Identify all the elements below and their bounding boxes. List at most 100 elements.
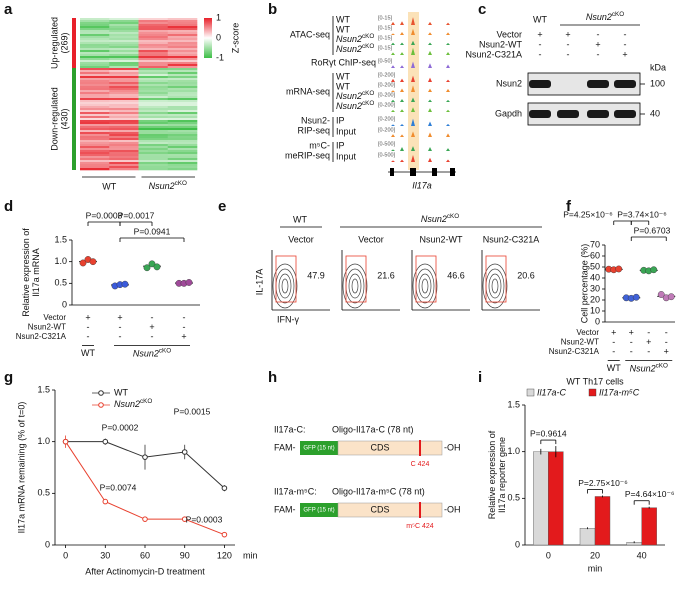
heatmap-cell — [167, 36, 198, 39]
group-label: WT — [607, 363, 621, 373]
heatmap-cell — [138, 102, 169, 105]
condition-label: Nsun2-C321A — [549, 347, 600, 356]
y-tick-label: 0 — [62, 299, 67, 309]
point — [181, 516, 188, 522]
heatmap-cell — [109, 128, 139, 131]
heatmap-cell — [80, 136, 110, 139]
heatmap-cell — [167, 54, 198, 57]
heatmap-cell — [109, 56, 139, 59]
heatmap-cell — [109, 26, 139, 29]
heatmap-cell — [167, 76, 198, 79]
track-group-label-part: m⁵C- — [309, 141, 330, 151]
heatmap-cell — [167, 30, 198, 33]
heatmap-cell — [80, 70, 110, 73]
track-range: [0-200] — [378, 102, 396, 108]
track-range: [0-500] — [378, 141, 396, 147]
heatmap-cell — [80, 44, 110, 47]
heatmap-cell — [138, 136, 169, 139]
heatmap-cell — [167, 106, 198, 109]
condition-sign: - — [647, 327, 650, 337]
heatmap-cell — [109, 138, 139, 141]
heatmap-cell — [109, 76, 139, 79]
y-tick-label: 20 — [590, 294, 600, 304]
heatmap-cell — [138, 114, 169, 117]
heatmap-cell — [167, 124, 198, 127]
heatmap-cell — [109, 144, 139, 147]
heatmap-cell — [80, 76, 110, 79]
heatmap-cell — [109, 38, 139, 41]
heatmap-cell — [167, 56, 198, 59]
heatmap-cell — [109, 70, 139, 73]
gate-percentage: 20.6 — [517, 270, 535, 280]
contour — [418, 273, 432, 299]
heatmap-cell — [167, 18, 198, 21]
x-tick-label: 120 — [217, 550, 232, 560]
heatmap-cell — [80, 106, 110, 109]
heatmap-cell — [109, 78, 139, 81]
gate-percentage: 46.6 — [447, 270, 465, 280]
gfp-label: GFP (15 nt) — [303, 508, 334, 514]
heatmap-cell — [80, 152, 110, 155]
dot — [121, 280, 129, 288]
x-tick-label: 60 — [140, 550, 150, 560]
row-group-label: Down-regulated — [49, 87, 59, 151]
heatmap-cell — [167, 74, 198, 77]
contour — [491, 278, 499, 294]
heatmap-cell — [109, 20, 139, 23]
track-signal — [388, 131, 456, 137]
track-label-part: Nsun2 — [336, 91, 362, 101]
contour — [281, 278, 289, 294]
gfp-box — [300, 441, 338, 455]
y-tick-label: 1.5 — [37, 384, 50, 394]
heatmap-cell — [80, 74, 110, 77]
condition-label: Nsun2-C321A — [16, 332, 67, 341]
legend-label-part: Nsun2 — [114, 399, 140, 409]
dot — [667, 293, 675, 301]
exon — [432, 168, 437, 176]
blot-row-label: Nsun2-C321A — [465, 49, 522, 59]
heatmap-cell — [109, 52, 139, 55]
gate — [485, 255, 507, 303]
heatmap-cell — [80, 46, 110, 49]
heatmap-cell — [138, 88, 169, 91]
heatmap-cell — [167, 104, 198, 107]
heatmap-cell — [138, 116, 169, 119]
blot-band — [529, 80, 551, 88]
condition-sign: - — [647, 346, 650, 356]
condition-sign: + — [611, 327, 616, 337]
heatmap-cell — [167, 34, 198, 37]
blot-header: WT — [533, 14, 547, 24]
heatmap-cell — [138, 70, 169, 73]
heatmap-cell — [138, 94, 169, 97]
p-value: P=0.9614 — [530, 428, 567, 438]
heatmap-cell — [167, 112, 198, 115]
point — [142, 454, 148, 460]
heatmap-cell — [167, 128, 198, 131]
heatmap-cell — [138, 142, 169, 145]
x-tick-label: 30 — [100, 550, 110, 560]
heatmap-cell — [167, 142, 198, 145]
y-tick-label: 1.5 — [54, 234, 67, 244]
p-value: P=0.0941 — [134, 226, 171, 236]
heatmap-cell — [167, 52, 198, 55]
condition-sign: - — [612, 346, 615, 356]
heatmap-cell — [109, 62, 139, 65]
heatmap-cell — [138, 90, 169, 93]
heatmap-cell — [109, 100, 139, 103]
x-unit: min — [243, 550, 258, 560]
gate — [415, 255, 437, 303]
down-bar — [72, 68, 76, 170]
heatmap-cell — [109, 160, 139, 163]
heatmap-cell — [80, 80, 110, 83]
heatmap-cell — [138, 62, 169, 65]
panel-letter: e — [218, 198, 226, 215]
blot-sign: - — [539, 39, 542, 49]
legend-label: Nsun2cKO — [114, 398, 152, 409]
heatmap-cell — [138, 54, 169, 57]
p-value: P=0.0003 — [86, 210, 123, 220]
heatmap-cell — [138, 106, 169, 109]
heatmap-cell — [109, 28, 139, 31]
gate — [275, 255, 297, 303]
blot-sign: - — [624, 39, 627, 49]
legend-swatch — [588, 388, 597, 397]
